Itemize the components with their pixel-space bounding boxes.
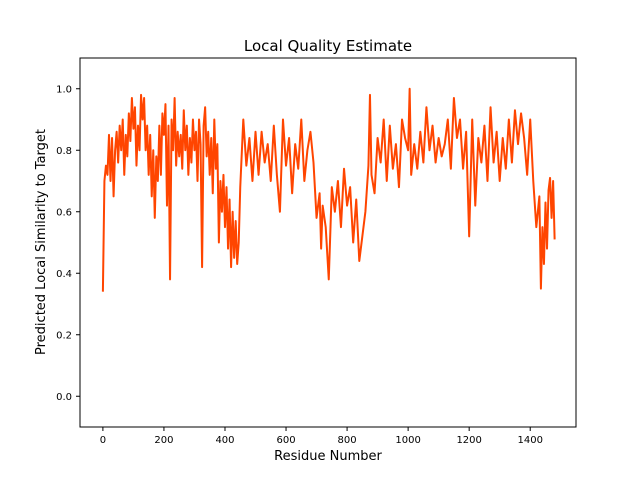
y-tick-label: 0.8 bbox=[56, 146, 72, 157]
x-axis-label: Residue Number bbox=[274, 449, 382, 464]
plot-frame bbox=[79, 57, 577, 428]
x-tick-label: 1200 bbox=[456, 435, 481, 446]
x-tick-label: 1000 bbox=[395, 435, 420, 446]
x-tick-label: 1400 bbox=[517, 435, 542, 446]
y-tick-label: 0.0 bbox=[56, 392, 72, 403]
y-tick-label: 0.2 bbox=[56, 330, 72, 341]
x-tick-label: 600 bbox=[276, 435, 295, 446]
x-axis: 0 200 400 600 800 1000 1200 1400 bbox=[100, 427, 543, 446]
plot-area bbox=[101, 87, 556, 292]
series-line-0 bbox=[101, 87, 556, 292]
x-tick-label: 200 bbox=[154, 435, 173, 446]
y-axis-label: Predicted Local Similarity to Target bbox=[34, 129, 49, 355]
y-tick-label: 0.6 bbox=[56, 207, 72, 218]
y-tick-label: 1.0 bbox=[56, 84, 72, 95]
y-axis: 0.0 0.2 0.4 0.6 0.8 1.0 bbox=[56, 84, 80, 403]
x-tick-label: 800 bbox=[338, 435, 357, 446]
y-tick-label: 0.4 bbox=[56, 269, 72, 280]
x-tick-label: 0 bbox=[100, 435, 106, 446]
x-tick-label: 400 bbox=[215, 435, 234, 446]
chart-title: Local Quality Estimate bbox=[244, 37, 412, 55]
